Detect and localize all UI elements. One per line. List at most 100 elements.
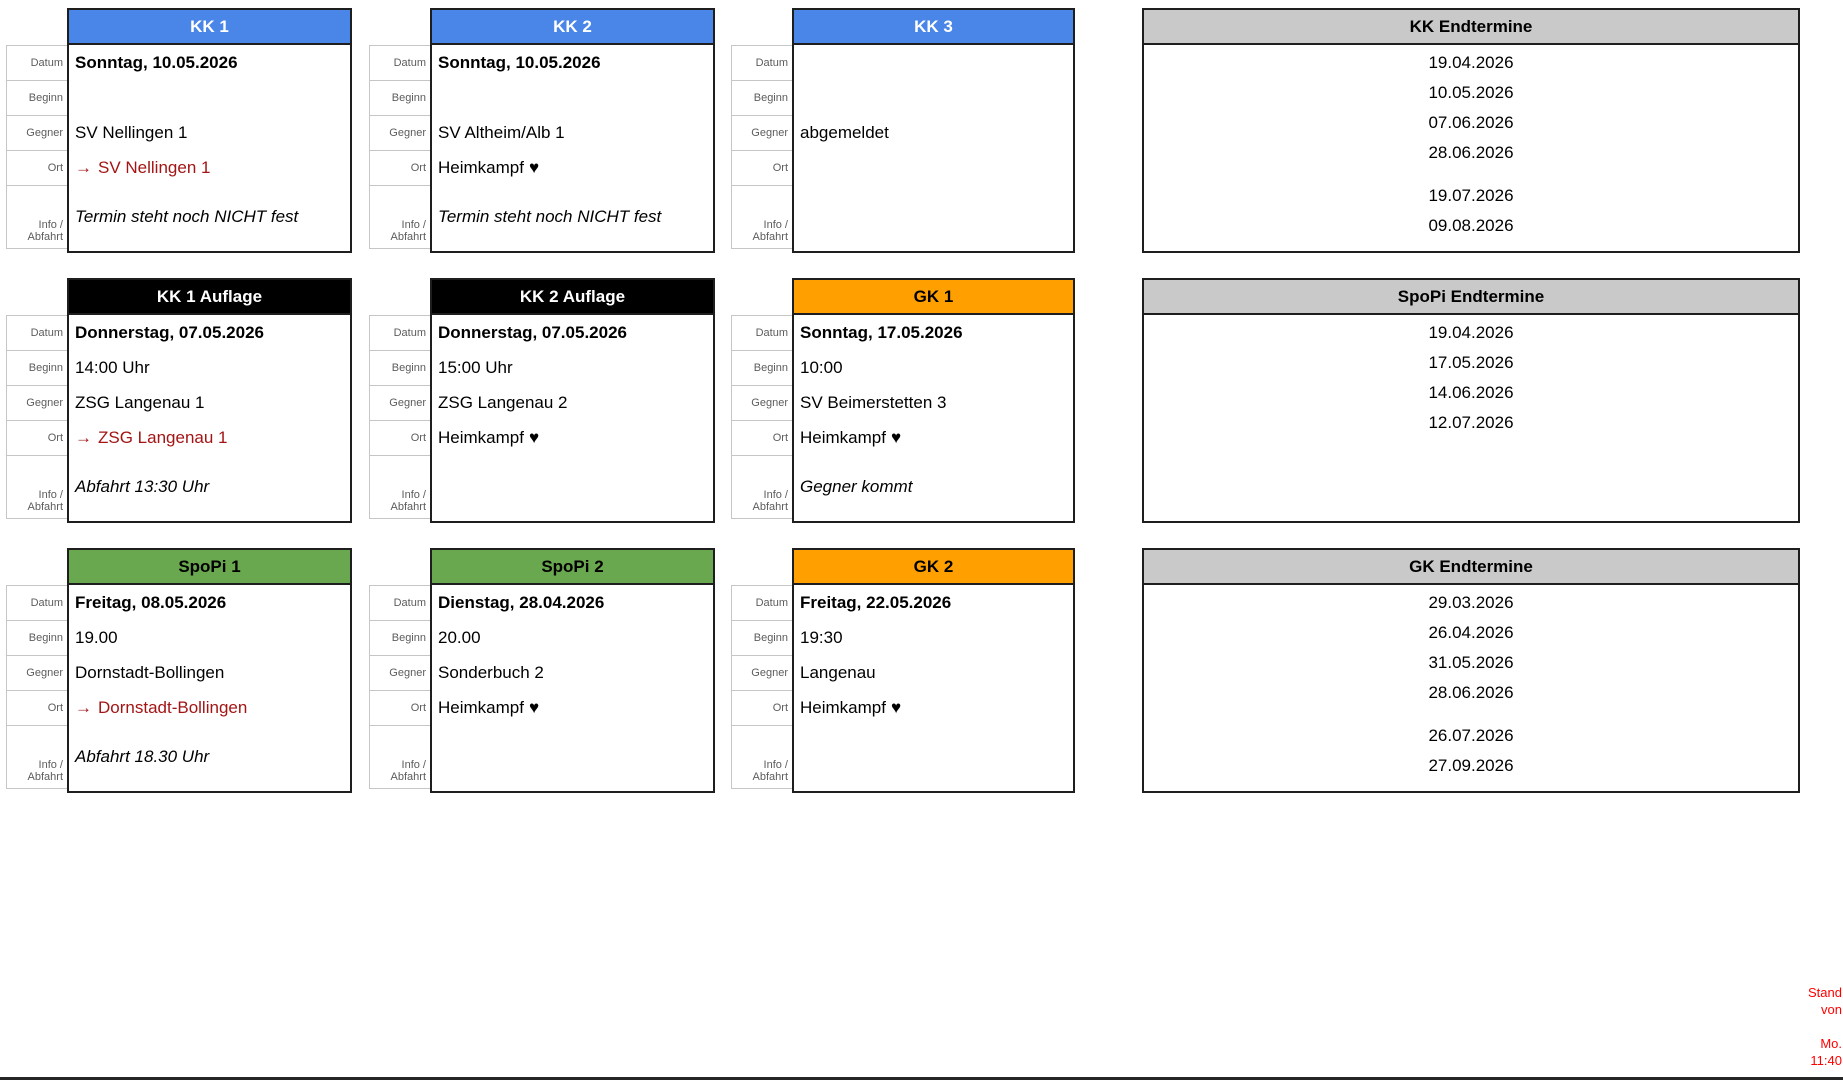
endtermine-title: KK Endtermine bbox=[1144, 10, 1798, 45]
beginn-value: 15:00 Uhr bbox=[438, 357, 513, 377]
endtermine-date: 17.05.2026 bbox=[1428, 353, 1514, 372]
row-label-datum: Datum bbox=[732, 315, 792, 350]
endtermine-date: 28.06.2026 bbox=[1428, 143, 1514, 162]
gegner-value: Dornstadt-Bollingen bbox=[75, 662, 225, 682]
row-label-datum: Datum bbox=[7, 585, 67, 620]
row-label-ort: Ort bbox=[732, 150, 792, 185]
ort-value: → Dornstadt-Bollingen bbox=[69, 690, 350, 725]
status-note-line: Mo. bbox=[1820, 1036, 1842, 1051]
datum-value: Donnerstag, 07.05.2026 bbox=[438, 322, 627, 342]
row-label-gegner: Gegner bbox=[370, 115, 430, 150]
status-note-line bbox=[1808, 1018, 1842, 1035]
endtermine-date: 10.05.2026 bbox=[1428, 83, 1514, 102]
beginn-value: 14:00 Uhr bbox=[75, 357, 150, 377]
beginn-value: 19.00 bbox=[75, 627, 118, 647]
row-label-info-abfahrt: Info / Abfahrt bbox=[732, 185, 792, 248]
info-value bbox=[794, 185, 1073, 248]
ort-text: Heimkampf bbox=[800, 697, 886, 717]
gegner-value: Langenau bbox=[800, 662, 876, 682]
datum-value: Sonntag, 10.05.2026 bbox=[75, 52, 238, 72]
beginn-value: 20.00 bbox=[438, 627, 481, 647]
endtermine-date: 14.06.2026 bbox=[1428, 383, 1514, 402]
gegner-value: ZSG Langenau 1 bbox=[75, 392, 205, 412]
heart-icon: ♥ bbox=[890, 697, 902, 717]
row-label-gegner: Gegner bbox=[7, 385, 67, 420]
ort-text: SV Nellingen 1 bbox=[98, 157, 211, 177]
row-label-datum: Datum bbox=[7, 45, 67, 80]
card-kk-1: KK 1 Sonntag, 10.05.2026 SV Nellingen 1 … bbox=[67, 8, 352, 253]
spacer bbox=[1075, 278, 1142, 523]
beginn-value bbox=[432, 80, 713, 115]
row-label-info-abfahrt: Info / Abfahrt bbox=[370, 185, 430, 248]
endtermine-date: 09.08.2026 bbox=[1428, 216, 1514, 235]
ort-value: Heimkampf ♥ bbox=[432, 420, 713, 455]
datum-value: Donnerstag, 07.05.2026 bbox=[75, 322, 264, 342]
spacer bbox=[1075, 8, 1142, 253]
row-label-ort: Ort bbox=[370, 690, 430, 725]
datum-value: Sonntag, 17.05.2026 bbox=[800, 322, 963, 342]
row-label-gegner: Gegner bbox=[732, 385, 792, 420]
row-label-ort: Ort bbox=[7, 150, 67, 185]
row-label-gegner: Gegner bbox=[732, 115, 792, 150]
ort-value: Heimkampf ♥ bbox=[432, 150, 713, 185]
label-gutter: Datum Beginn Gegner Ort Info / Abfahrt bbox=[715, 278, 792, 523]
row-label-ort: Ort bbox=[370, 420, 430, 455]
heart-icon: ♥ bbox=[528, 697, 540, 717]
endtermine-date: 19.04.2026 bbox=[1428, 323, 1514, 342]
ort-value: Heimkampf ♥ bbox=[794, 690, 1073, 725]
heart-icon: ♥ bbox=[890, 427, 902, 447]
schedule-grid: Datum Beginn Gegner Ort Info / Abfahrt KK… bbox=[0, 8, 1800, 793]
row-label-gegner: Gegner bbox=[370, 655, 430, 690]
endtermine-title: GK Endtermine bbox=[1144, 550, 1798, 585]
card-kk-1-auflage: KK 1 Auflage Donnerstag, 07.05.2026 14:0… bbox=[67, 278, 352, 523]
datum-value: Sonntag, 10.05.2026 bbox=[438, 52, 601, 72]
ort-value: → SV Nellingen 1 bbox=[69, 150, 350, 185]
label-gutter: Datum Beginn Gegner Ort Info / Abfahrt bbox=[352, 8, 430, 253]
row-label-beginn: Beginn bbox=[732, 620, 792, 655]
row-label-info-abfahrt: Info / Abfahrt bbox=[370, 725, 430, 788]
ort-text: Heimkampf bbox=[438, 697, 524, 717]
row-label-info-abfahrt: Info / Abfahrt bbox=[7, 455, 67, 518]
heart-icon: ♥ bbox=[528, 427, 540, 447]
spacer bbox=[1075, 548, 1142, 793]
label-gutter: Datum Beginn Gegner Ort Info / Abfahrt bbox=[352, 278, 430, 523]
card-title: KK 3 bbox=[794, 10, 1073, 45]
endtermine-date: 07.06.2026 bbox=[1428, 113, 1514, 132]
info-value: Termin steht noch NICHT fest bbox=[438, 206, 662, 226]
row-label-beginn: Beginn bbox=[7, 350, 67, 385]
info-value: Abfahrt 13:30 Uhr bbox=[75, 476, 210, 496]
card-title: KK 1 bbox=[69, 10, 350, 45]
datum-value bbox=[794, 45, 1073, 80]
endtermine-date: 27.09.2026 bbox=[1428, 756, 1514, 775]
ort-text: Dornstadt-Bollingen bbox=[98, 697, 248, 717]
card-title: SpoPi 1 bbox=[69, 550, 350, 585]
card-spopi-2: SpoPi 2 Dienstag, 28.04.2026 20.00 Sonde… bbox=[430, 548, 715, 793]
endtermine-date: 19.07.2026 bbox=[1428, 186, 1514, 205]
card-title: GK 1 bbox=[794, 280, 1073, 315]
row-label-datum: Datum bbox=[370, 585, 430, 620]
card-title: KK 2 bbox=[432, 10, 713, 45]
row-label-datum: Datum bbox=[732, 585, 792, 620]
endtermine-date: 19.04.2026 bbox=[1428, 53, 1514, 72]
card-gk-2: GK 2 Freitag, 22.05.2026 19:30 Langenau … bbox=[792, 548, 1075, 793]
gegner-value: abgemeldet bbox=[800, 122, 889, 142]
card-title: SpoPi 2 bbox=[432, 550, 713, 585]
away-arrow-icon: → bbox=[75, 427, 92, 447]
card-title: KK 1 Auflage bbox=[69, 280, 350, 315]
card-title: KK 2 Auflage bbox=[432, 280, 713, 315]
beginn-value bbox=[69, 80, 350, 115]
status-note-line: von bbox=[1821, 1002, 1842, 1017]
label-gutter: Datum Beginn Gegner Ort Info / Abfahrt bbox=[0, 8, 67, 253]
datum-value: Freitag, 22.05.2026 bbox=[800, 592, 952, 612]
gegner-value: SV Nellingen 1 bbox=[75, 122, 188, 142]
card-kk-2: KK 2 Sonntag, 10.05.2026 SV Altheim/Alb … bbox=[430, 8, 715, 253]
status-note-line: 11:40 bbox=[1810, 1053, 1842, 1068]
row-label-info-abfahrt: Info / Abfahrt bbox=[7, 185, 67, 248]
info-value: Abfahrt 18.30 Uhr bbox=[75, 746, 210, 766]
ort-text: ZSG Langenau 1 bbox=[98, 427, 228, 447]
card-gk-1: GK 1 Sonntag, 17.05.2026 10:00 SV Beimer… bbox=[792, 278, 1075, 523]
row-label-beginn: Beginn bbox=[7, 80, 67, 115]
info-value bbox=[432, 725, 713, 788]
beginn-value: 19:30 bbox=[800, 627, 843, 647]
card-title: GK 2 bbox=[794, 550, 1073, 585]
